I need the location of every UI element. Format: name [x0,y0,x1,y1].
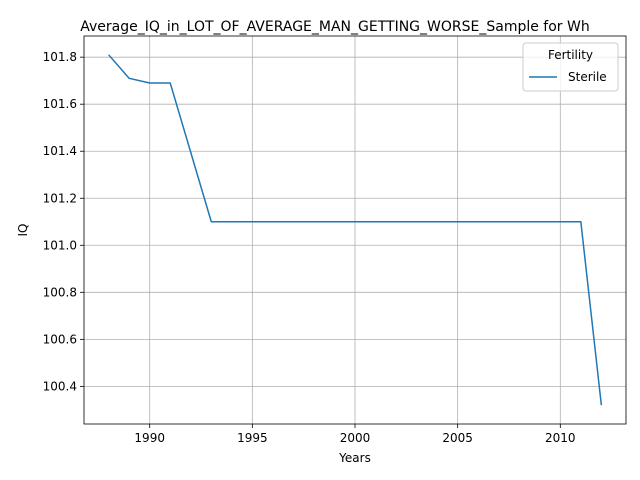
x-tick-label: 2005 [442,431,473,445]
legend-label-sterile: Sterile [568,70,607,84]
y-tick-label: 101.0 [43,238,77,252]
y-tick-label: 101.2 [43,191,77,205]
legend: Fertility Sterile [522,42,619,92]
x-tick-label: 1995 [237,431,268,445]
y-tick-label: 101.8 [43,50,77,64]
grid [84,36,626,424]
y-tick-label: 100.8 [43,285,77,299]
y-axis-label: IQ [16,224,30,237]
x-axis-ticks: 1990 1995 2000 2005 2010 [134,424,576,445]
legend-box [522,42,619,92]
y-tick-label: 101.4 [43,144,77,158]
y-axis-ticks: 100.4 100.6 100.8 101.0 101.2 101.4 101.6 101.8 [43,50,84,393]
y-tick-label: 100.6 [43,332,77,346]
series-layer [108,54,603,406]
x-axis-label: Years [338,451,371,465]
legend-title: Fertility [548,48,593,62]
chart-title: Average_IQ_in_LOT_OF_AVERAGE_MAN_GETTING… [80,19,589,35]
x-tick-label: 2000 [340,431,371,445]
x-tick-label: 1990 [134,431,165,445]
y-tick-label: 100.4 [43,379,77,393]
series-line-sterile [108,54,603,406]
x-tick-label: 2010 [545,431,576,445]
y-tick-label: 101.6 [43,97,77,111]
